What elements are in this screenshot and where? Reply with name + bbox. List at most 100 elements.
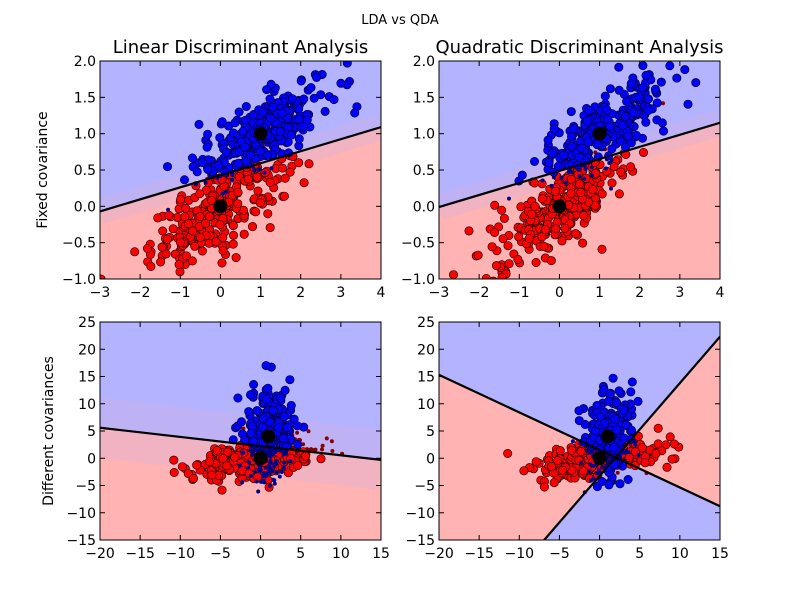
data-point-class1	[241, 102, 251, 112]
data-point-class1	[224, 189, 229, 194]
y-axis-label: Fixed covariance	[35, 111, 51, 228]
data-point-class1	[540, 178, 545, 183]
y-tick-label: 10	[417, 397, 435, 413]
data-point-class0	[146, 261, 156, 271]
panel-3: −20 −15 −10 −5 0 5 10 15−15−10−50510152025Diffe…	[41, 315, 390, 562]
data-point-class1	[627, 377, 637, 387]
x-tick-label: 0	[555, 285, 564, 301]
data-point-class1	[600, 418, 610, 428]
y-tick-label: 5	[426, 424, 435, 440]
data-point-class0	[609, 162, 619, 172]
data-point-class0	[553, 456, 563, 466]
y-tick-label: 0.0	[74, 199, 96, 215]
data-point-class1	[217, 117, 227, 127]
data-point-class1	[576, 167, 581, 172]
data-point-class0	[153, 213, 163, 223]
data-point-class1	[633, 396, 643, 406]
data-point-class1	[605, 389, 615, 399]
x-tick-label: −5	[210, 546, 231, 562]
data-point-class0	[306, 429, 311, 434]
data-point-class0	[524, 234, 534, 244]
data-point-class1	[252, 168, 257, 173]
class1-mean	[600, 429, 615, 444]
data-point-class1	[246, 390, 256, 400]
data-point-class1	[621, 420, 631, 430]
data-point-class1	[547, 148, 557, 158]
data-point-class0	[280, 173, 290, 183]
data-point-class0	[324, 436, 329, 441]
y-tick-label: 20	[78, 342, 96, 358]
data-point-class1	[268, 102, 278, 112]
y-tick-label: −15	[405, 533, 435, 549]
data-point-class1	[279, 411, 289, 421]
data-point-class1	[215, 133, 225, 143]
data-point-class0	[252, 172, 262, 182]
data-point-class1	[256, 147, 266, 157]
data-point-class0	[320, 443, 325, 448]
data-point-class1	[603, 396, 613, 406]
data-point-class1	[672, 73, 682, 83]
data-point-class1	[253, 447, 257, 452]
data-point-class1	[665, 61, 675, 71]
data-point-class1	[253, 470, 258, 474]
data-point-class1	[587, 469, 591, 474]
data-point-class1	[180, 175, 190, 185]
data-point-class0	[204, 457, 214, 467]
data-point-class0	[177, 462, 187, 472]
y-tick-label: −1.0	[401, 272, 435, 288]
data-point-class1	[592, 139, 602, 149]
data-point-class0	[330, 449, 335, 453]
data-point-class1	[261, 471, 266, 476]
data-point-class1	[605, 121, 615, 131]
data-point-class0	[295, 430, 300, 435]
data-point-class0	[531, 457, 541, 467]
data-point-class1	[281, 465, 286, 470]
data-point-class0	[537, 194, 547, 204]
data-point-class1	[577, 174, 582, 179]
data-point-class1	[600, 91, 610, 101]
data-point-class1	[559, 175, 564, 180]
data-point-class1	[281, 452, 286, 457]
data-point-class0	[626, 162, 636, 172]
data-point-class0	[197, 246, 207, 256]
data-point-class1	[577, 143, 587, 153]
data-point-class1	[261, 361, 271, 371]
data-point-class1	[246, 428, 256, 438]
data-point-class1	[289, 414, 299, 424]
data-point-class0	[130, 247, 140, 257]
x-tick-label: 0	[595, 546, 604, 562]
y-tick-label: 1.0	[74, 127, 96, 143]
data-point-class1	[583, 167, 588, 172]
x-tick-label: 4	[377, 285, 386, 301]
data-point-class1	[529, 157, 539, 167]
data-point-class0	[285, 167, 295, 177]
data-point-class1	[567, 141, 577, 151]
data-point-class1	[237, 417, 247, 427]
data-point-class1	[274, 459, 279, 464]
x-tick-label: 5	[635, 546, 644, 562]
data-point-class1	[263, 465, 268, 470]
data-point-class0	[255, 198, 265, 208]
data-point-class0	[665, 432, 675, 442]
data-point-class1	[194, 119, 204, 129]
data-point-class1	[288, 459, 293, 464]
data-point-class0	[248, 222, 258, 232]
data-point-class0	[174, 260, 184, 270]
data-point-class1	[234, 107, 244, 117]
data-point-class0	[100, 274, 106, 279]
data-point-class1	[599, 385, 609, 395]
data-point-class0	[211, 237, 221, 247]
class0-mean	[213, 199, 228, 214]
data-point-class1	[563, 180, 568, 185]
data-point-class0	[263, 209, 273, 219]
data-point-class1	[238, 126, 248, 136]
x-tick-label: −2	[130, 285, 151, 301]
y-tick-label: 15	[417, 370, 435, 386]
x-tick-label: 0	[216, 285, 225, 301]
data-point-class0	[473, 250, 483, 260]
data-point-class1	[609, 186, 613, 191]
data-point-class1	[257, 469, 262, 474]
data-point-class1	[198, 158, 208, 168]
